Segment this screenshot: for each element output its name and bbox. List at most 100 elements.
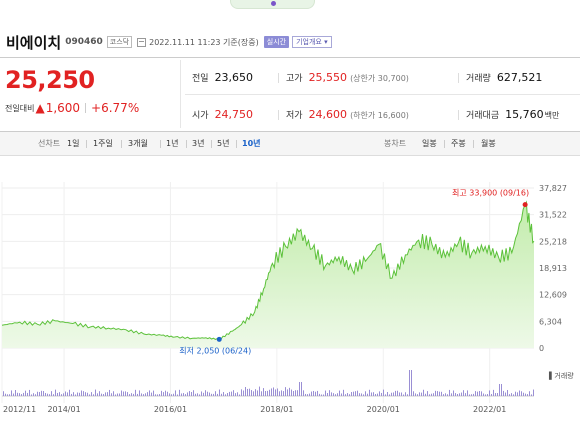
volume-bar <box>45 392 46 396</box>
divider <box>458 73 459 83</box>
volume-bar <box>507 389 508 396</box>
volume-bar <box>123 391 124 396</box>
volume-bar <box>505 392 506 396</box>
volume-bar <box>309 393 310 396</box>
divider <box>160 140 161 148</box>
volume-bar <box>289 387 290 396</box>
volume-bar <box>101 393 102 396</box>
realtime-button[interactable]: 실시간 <box>263 36 290 48</box>
divider <box>444 140 445 148</box>
divider <box>473 140 474 148</box>
volume-bar <box>169 393 170 396</box>
amount-unit: 백만 <box>544 111 560 120</box>
divider <box>211 140 212 148</box>
tab-daily-candle[interactable]: 일봉 <box>422 139 437 148</box>
tab-10y[interactable]: 10년 <box>242 139 261 148</box>
volume-bar <box>385 394 386 396</box>
volume-bar <box>243 390 244 396</box>
volume-bar <box>323 394 324 396</box>
volume-bar <box>127 392 128 396</box>
volume-bar <box>109 389 110 396</box>
volume-bar <box>7 394 8 396</box>
min-point <box>216 336 222 342</box>
price-chart[interactable]: 37,827 31,522 25,218 18,913 12,609 6,304 0 최고 3… <box>0 160 580 421</box>
volume-bar <box>499 384 500 396</box>
prev-close-label: 전일 <box>192 74 209 84</box>
volume-bar <box>531 394 532 396</box>
volume-bar <box>135 389 136 396</box>
volume-bar <box>321 394 322 396</box>
volume-bar <box>205 390 206 396</box>
volume-bar <box>223 392 224 396</box>
volume-bar <box>105 392 106 396</box>
volume-bar <box>27 392 28 396</box>
company-overview-dropdown[interactable]: 기업개요 ▾ <box>292 36 332 48</box>
tab-monthly-candle[interactable]: 월봉 <box>481 139 496 148</box>
stock-code: 090460 <box>65 37 103 47</box>
volume-bar <box>71 393 72 396</box>
volume-bar <box>239 394 240 396</box>
low-value: 24,600 <box>308 108 348 121</box>
volume-bar <box>325 390 326 396</box>
volume-bar <box>183 393 184 396</box>
tab-1d[interactable]: 1일 <box>67 139 80 148</box>
tab-1y[interactable]: 1년 <box>166 139 179 148</box>
amount-value: 15,760 <box>505 108 544 121</box>
volume-legend: ▌거래량 <box>548 371 574 380</box>
volume-bar <box>165 390 166 396</box>
top-tab-handle[interactable] <box>230 0 315 9</box>
volume-bar <box>373 392 374 396</box>
volume-bar <box>483 393 484 396</box>
price-area <box>2 202 534 348</box>
tab-3y[interactable]: 3년 <box>192 139 205 148</box>
volume-bar <box>163 392 164 396</box>
volume-bar <box>471 394 472 396</box>
tab-1w[interactable]: 1주일 <box>93 139 113 148</box>
volume-label: 거래량 <box>466 74 491 84</box>
volume-bar <box>57 392 58 396</box>
low-price: 저가 24,600 (하한가 16,600) <box>286 108 409 121</box>
volume-bar <box>151 392 152 396</box>
divider <box>0 131 580 132</box>
volume-bar <box>129 394 130 396</box>
volume-bar <box>495 393 496 396</box>
volume-bar <box>447 394 448 396</box>
min-label: 최저 2,050 (06/24) <box>179 345 251 355</box>
volume-bar <box>443 394 444 396</box>
volume-bar <box>137 393 138 396</box>
volume-bar <box>453 390 454 396</box>
volume-bar <box>279 391 280 396</box>
volume-bar <box>179 389 180 396</box>
volume-bar <box>305 393 306 396</box>
volume-bar <box>161 390 162 396</box>
tab-weekly-candle[interactable]: 주봉 <box>451 139 466 148</box>
volume-bar <box>415 393 416 396</box>
x-tick-label: 2020/01 <box>367 405 400 414</box>
volume-bar <box>237 392 238 396</box>
volume-bar <box>489 390 490 396</box>
divider <box>458 110 459 120</box>
max-point <box>522 202 528 208</box>
volume-bar <box>361 393 362 396</box>
tab-3m[interactable]: 3개월 <box>128 139 148 148</box>
volume-bar <box>469 394 470 396</box>
volume-bar <box>369 389 370 396</box>
volume-bar <box>43 391 44 396</box>
volume-bar <box>339 390 340 396</box>
volume-bar <box>47 393 48 396</box>
volume-bar <box>315 391 316 396</box>
volume-bar <box>459 393 460 396</box>
price-line <box>1 200 535 340</box>
y-tick-label: 0 <box>539 344 544 353</box>
volume-bar <box>313 390 314 396</box>
volume-bar <box>51 391 52 396</box>
trade-amount: 거래대금 15,760 백만 <box>466 108 559 121</box>
volume-bar <box>167 391 168 396</box>
volume-bar <box>503 390 504 396</box>
volume-bar <box>383 389 384 396</box>
tab-5y[interactable]: 5년 <box>217 139 230 148</box>
volume-bar <box>259 386 260 396</box>
volume-bar <box>511 393 512 396</box>
volume-bar <box>423 389 424 396</box>
volume-bar <box>131 393 132 396</box>
